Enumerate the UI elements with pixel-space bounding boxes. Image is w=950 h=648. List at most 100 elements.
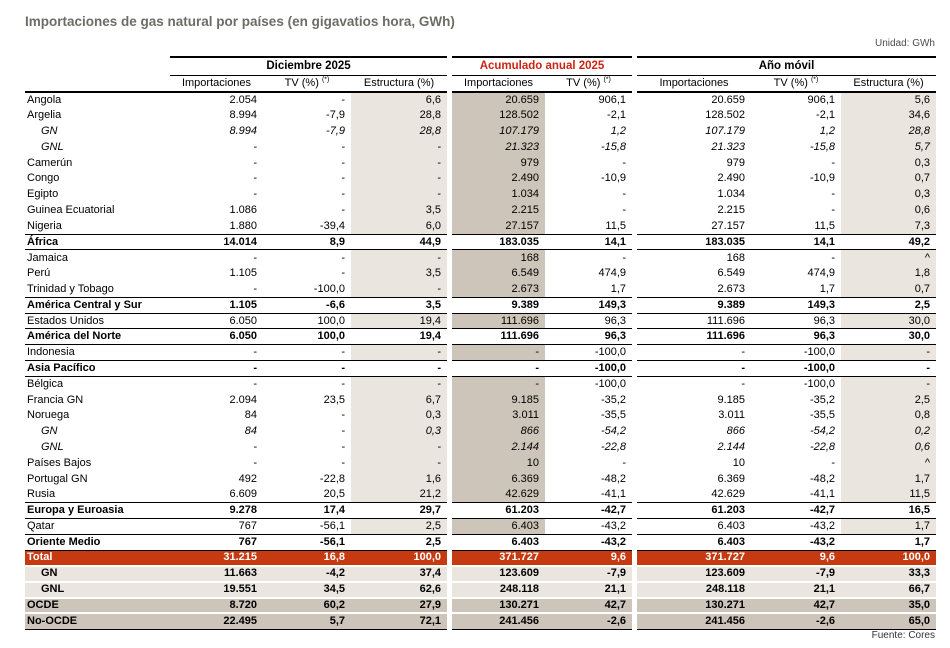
value-cell: 6,0 — [351, 218, 448, 235]
column-gap — [632, 202, 638, 219]
column-gap — [632, 234, 638, 250]
table-row: Estados Unidos 6.050 100,0 19,4 111.696 96,3 1… — [25, 313, 937, 329]
value-cell: 61.203 — [452, 502, 546, 520]
column-group-header: Año móvil — [637, 56, 937, 76]
value-cell: 168 — [726, 251, 746, 264]
table-row: GN 84-0,3 866 -54,2 866 -54,2 0,2 — [25, 423, 937, 440]
value-cell: 2,5 — [841, 392, 937, 408]
value-cell: 6.369 — [452, 471, 546, 487]
column-gap — [447, 486, 453, 503]
column-gap — [447, 249, 453, 266]
value-cell: 5,7 — [841, 139, 937, 156]
value-cell: - — [351, 155, 448, 171]
value-cell: 16,5 — [841, 502, 937, 520]
value-cell: -48,2 — [600, 472, 627, 485]
value-cell: 183.035 — [637, 233, 752, 251]
row-label: OCDE — [25, 596, 170, 614]
value-cell: - — [841, 360, 937, 377]
value-cell: 906,1 — [598, 93, 627, 106]
column-gap — [632, 170, 638, 187]
column-gap — [447, 439, 453, 456]
value-cell: - — [452, 376, 546, 393]
value-cell: 906,1 — [807, 93, 836, 106]
value-cell: - — [341, 93, 345, 106]
value-cell: 1.086 — [229, 203, 257, 216]
row-label: Angola — [27, 93, 62, 106]
value-cell: 2,5 — [351, 518, 448, 535]
value-cell: 9.278 — [170, 502, 263, 520]
gas-imports-table: Diciembre 2025 Acumulado anual 2025 Año mó… — [25, 56, 937, 630]
value-cell: - — [831, 188, 836, 201]
table-row: Países Bajos - - -10-10- ^ — [25, 455, 937, 472]
table-row: Angola 2.054-6,6 20.659 906,1 20.659 906,1 5,6 — [25, 92, 937, 108]
value-cell: 3,5 — [351, 202, 448, 219]
value-cell: 866 — [726, 425, 746, 438]
row-label: Portugal GN — [27, 472, 88, 485]
column-gap — [447, 139, 453, 156]
column-gap — [632, 502, 638, 519]
column-gap — [632, 155, 638, 171]
value-cell: 6.609 — [229, 488, 257, 501]
value-cell: 0,3 — [351, 407, 448, 424]
column-gap — [447, 313, 453, 329]
value-cell: -6,6 — [263, 296, 351, 314]
value-cell: 1.880 — [229, 219, 257, 232]
value-cell: 2.490 — [717, 172, 746, 185]
value-cell: ^ — [841, 249, 937, 266]
row-label: Noruega — [27, 409, 70, 422]
value-cell: 5,7 — [263, 612, 351, 630]
value-cell: -56,1 — [319, 519, 345, 532]
value-cell: - — [341, 346, 345, 359]
value-cell: 19,4 — [351, 328, 448, 346]
column-header: Importaciones — [170, 75, 263, 93]
value-cell: - — [637, 360, 752, 377]
value-cell: 66,7 — [841, 580, 937, 598]
column-gap — [632, 565, 638, 582]
column-gap — [447, 202, 453, 219]
value-cell: - — [253, 346, 257, 359]
column-gap — [447, 518, 453, 535]
row-label: Nigeria — [27, 219, 62, 232]
column-gap — [632, 313, 638, 329]
column-gap — [632, 249, 638, 266]
value-cell: -15,8 — [600, 140, 627, 153]
column-gap — [447, 218, 453, 235]
column-gap — [447, 550, 453, 566]
value-cell: 149,3 — [545, 296, 633, 314]
value-cell: 1,2 — [610, 124, 627, 137]
table-row: Europa y Euroasia 9.278 17,4 29,7 61.203 -42,… — [25, 502, 937, 520]
table-row: Perú 1.105-3,5 6.549 474,9 6.549 474,9 1,8 — [25, 265, 937, 282]
value-cell: 19,4 — [351, 313, 448, 329]
value-cell: 21,1 — [545, 580, 633, 598]
table-row: Rusia 6.609 20,5 21,2 42.629 -41,1 42.629 -41,1… — [25, 486, 937, 503]
value-cell: 11.663 — [170, 564, 263, 582]
table-row: Total 31.215 16,8 100,0 371.727 9,6 371.727 9,6… — [25, 550, 937, 566]
value-cell: - — [841, 376, 937, 393]
column-gap — [447, 581, 453, 598]
value-cell: -35,5 — [600, 409, 627, 422]
table-row: África 14.014 8,9 44,9 183.035 14,1 183.035 14,… — [25, 233, 937, 251]
column-gap — [632, 455, 638, 472]
value-cell: - — [170, 360, 263, 377]
value-cell: 1,2 — [819, 124, 836, 137]
value-cell: -7,9 — [326, 124, 345, 137]
value-cell: ^ — [841, 455, 937, 472]
value-cell: - — [253, 188, 257, 201]
table-row: Qatar 767 -56,1 2,5 6.403 -43,2 6.403 -43,2 1,7 — [25, 518, 937, 535]
column-gap — [632, 139, 638, 156]
value-cell: 2.215 — [452, 202, 546, 219]
value-cell: 248.118 — [637, 580, 752, 598]
value-cell: 100,0 — [317, 314, 345, 327]
value-cell: 0,3 — [841, 155, 937, 171]
value-cell: 979 — [452, 155, 546, 171]
column-gap — [447, 471, 453, 487]
value-cell: 21,1 — [751, 580, 842, 598]
value-cell: 14,1 — [545, 233, 633, 251]
value-cell: 11,5 — [841, 486, 937, 503]
value-cell: -2,6 — [751, 612, 842, 630]
value-cell: 979 — [726, 156, 746, 169]
value-cell: 0,7 — [841, 170, 937, 187]
corner-cell — [25, 57, 170, 75]
row-label: América Central y Sur — [25, 296, 170, 314]
